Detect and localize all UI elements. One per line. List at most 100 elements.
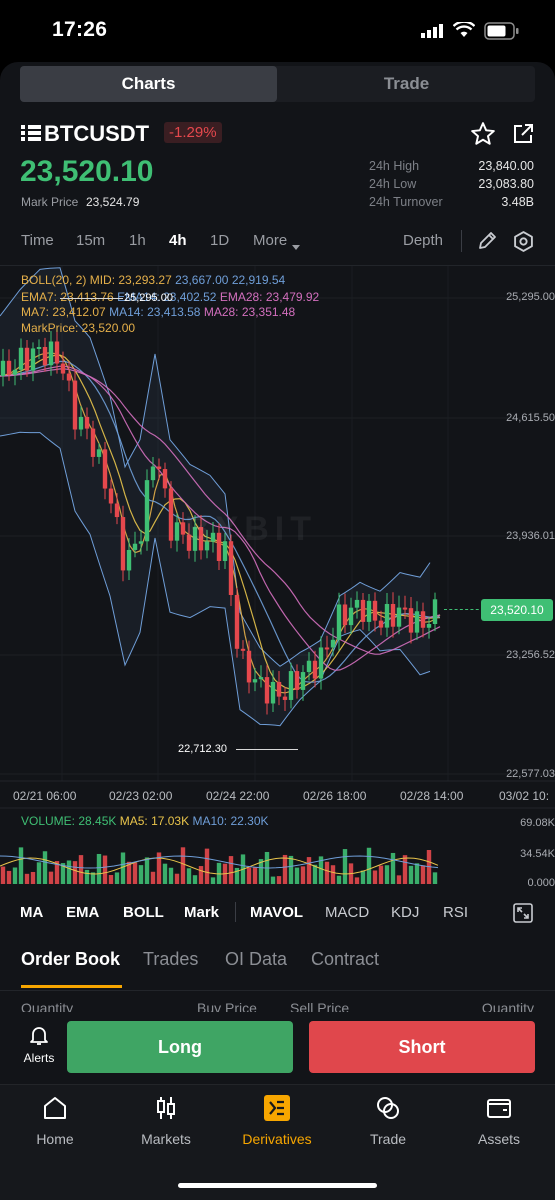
favorite-star-icon[interactable] bbox=[470, 121, 496, 152]
symbol-name[interactable]: BTCUSDT bbox=[44, 121, 150, 146]
candle bbox=[432, 599, 438, 624]
ma28-line bbox=[0, 368, 441, 655]
nav-derivatives[interactable]: Derivatives bbox=[232, 1094, 322, 1147]
depth-toggle[interactable]: Depth bbox=[403, 232, 444, 249]
candle bbox=[60, 363, 66, 374]
toolbar-ma[interactable]: MA bbox=[20, 904, 44, 921]
toolbar-mark[interactable]: Mark bbox=[184, 904, 220, 921]
pencil-icon[interactable] bbox=[477, 231, 497, 256]
ma14-value: MA14: 23,413.58 bbox=[109, 305, 201, 319]
volume-bar bbox=[282, 854, 288, 884]
volume-bar bbox=[360, 870, 366, 884]
nav-label: Derivatives bbox=[242, 1131, 312, 1147]
candle bbox=[84, 416, 90, 429]
toolbar-kdj[interactable]: KDJ bbox=[391, 904, 420, 921]
toolbar-rsi[interactable]: RSI bbox=[443, 904, 469, 921]
fullscreen-icon[interactable] bbox=[513, 903, 533, 928]
volume-bar bbox=[336, 875, 342, 884]
nav-markets[interactable]: Markets bbox=[121, 1094, 211, 1147]
last-price-tag[interactable]: 23,520.10 bbox=[481, 599, 553, 621]
volume-bar bbox=[60, 863, 66, 884]
candle bbox=[390, 603, 396, 627]
chevron-down-icon bbox=[292, 238, 300, 256]
divider bbox=[461, 230, 462, 252]
tab-trade[interactable]: Trade bbox=[383, 74, 430, 93]
ema7-value: EMA7: 23,413.76 bbox=[21, 290, 114, 304]
boll-mid-value: BOLL(20, 2) MID: 23,293.27 bbox=[21, 273, 172, 287]
candle bbox=[222, 541, 228, 561]
volume-bar bbox=[72, 861, 78, 884]
tab-underline bbox=[21, 985, 122, 988]
volume-bar bbox=[138, 865, 144, 884]
candle bbox=[258, 677, 264, 680]
tab-charts[interactable]: Charts bbox=[20, 66, 277, 102]
toolbar-macd[interactable]: MACD bbox=[325, 904, 370, 921]
nav-assets[interactable]: Assets bbox=[454, 1094, 544, 1147]
candle bbox=[216, 532, 222, 561]
timeframe-4h[interactable]: 4h bbox=[169, 232, 187, 249]
candle bbox=[186, 534, 192, 551]
volume-bar bbox=[132, 862, 138, 884]
volume-bar bbox=[204, 848, 210, 884]
ema28-value: EMA28: 23,479.92 bbox=[219, 290, 320, 304]
toolbar-boll[interactable]: BOLL bbox=[123, 904, 164, 921]
ma28-value: MA28: 23,351.48 bbox=[203, 305, 296, 319]
candle bbox=[384, 603, 390, 628]
settings-icon[interactable] bbox=[513, 231, 534, 257]
assets-icon bbox=[454, 1094, 544, 1127]
candle bbox=[252, 679, 258, 683]
mark-price-value: 23,524.79 bbox=[86, 195, 140, 209]
tab-oi-data[interactable]: OI Data bbox=[225, 949, 288, 969]
volume-bar bbox=[156, 852, 162, 884]
tab-contract[interactable]: Contract bbox=[311, 949, 380, 969]
timeframe-time[interactable]: Time bbox=[21, 232, 54, 249]
volume-bar bbox=[150, 871, 156, 884]
toolbar-mavol[interactable]: MAVOL bbox=[250, 904, 304, 921]
divider bbox=[235, 902, 236, 922]
toolbar-ema[interactable]: EMA bbox=[66, 904, 100, 921]
volume-bar bbox=[252, 867, 258, 884]
ema14-value: EMA14: 23,402.52 bbox=[117, 290, 217, 304]
candle bbox=[90, 428, 96, 457]
timeframe-15m[interactable]: 15m bbox=[76, 232, 106, 249]
price-chart[interactable] bbox=[0, 266, 555, 886]
candle bbox=[198, 527, 204, 551]
candle bbox=[342, 604, 348, 626]
timeframe-1h[interactable]: 1h bbox=[129, 232, 146, 249]
volume-legend: VOLUME: 28.45K MA5: 17.03K MA10: 22.30K bbox=[21, 814, 269, 828]
volume-bar bbox=[420, 865, 426, 884]
tab-trades[interactable]: Trades bbox=[143, 949, 199, 969]
candle bbox=[96, 449, 102, 457]
high-marker: 25,295.00 bbox=[124, 292, 173, 304]
nav-trade[interactable]: Trade bbox=[343, 1094, 433, 1147]
divider bbox=[0, 990, 555, 991]
candle bbox=[276, 681, 282, 697]
tab-order-book[interactable]: Order Book bbox=[21, 949, 121, 969]
candle bbox=[378, 620, 384, 628]
candle bbox=[210, 532, 216, 542]
x-axis-label: 02/24 22:00 bbox=[206, 789, 270, 803]
long-button[interactable]: Long bbox=[67, 1021, 293, 1073]
candle bbox=[360, 599, 366, 622]
volume-bar bbox=[48, 871, 54, 884]
candle bbox=[288, 671, 294, 700]
candle bbox=[270, 681, 276, 704]
y-axis-label: 25,295.00 bbox=[506, 291, 555, 303]
candle bbox=[348, 607, 354, 626]
candle bbox=[0, 360, 6, 376]
timeframe-1d[interactable]: 1D bbox=[210, 232, 230, 249]
nav-label: Home bbox=[36, 1131, 74, 1147]
volume-bar bbox=[96, 853, 102, 884]
y-axis-label: 23,256.52 bbox=[506, 649, 555, 661]
timeframe-more[interactable]: More bbox=[253, 232, 288, 249]
menu-icon[interactable] bbox=[21, 124, 41, 147]
nav-home[interactable]: Home bbox=[10, 1094, 100, 1147]
volume-bar bbox=[330, 865, 336, 884]
candle bbox=[354, 599, 360, 608]
battery-icon bbox=[484, 22, 520, 45]
share-icon[interactable] bbox=[511, 122, 535, 151]
alerts-button[interactable]: Alerts bbox=[14, 1024, 64, 1065]
volume-bar bbox=[198, 866, 204, 884]
short-button[interactable]: Short bbox=[309, 1021, 535, 1073]
candle bbox=[306, 660, 312, 673]
